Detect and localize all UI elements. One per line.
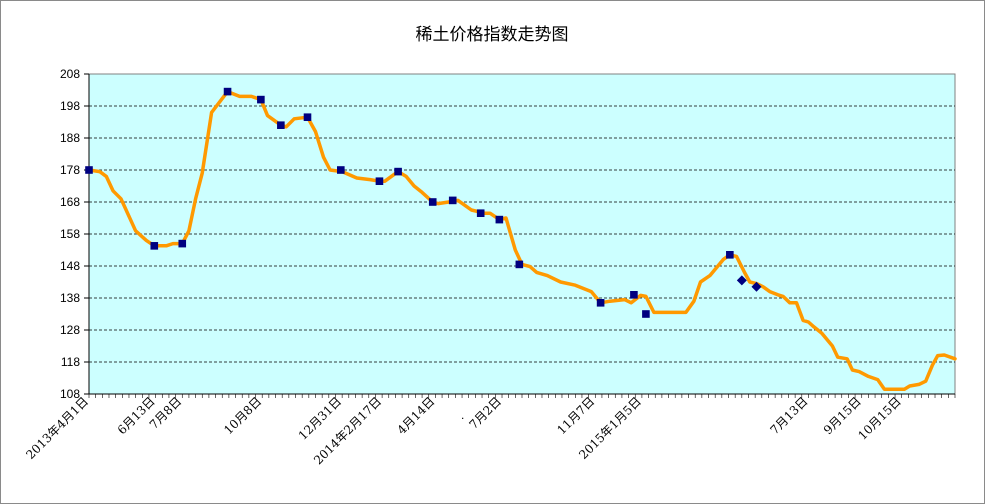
data-point-marker-15 [596, 299, 605, 307]
annotation-dot: . [461, 408, 464, 422]
data-point-marker-14 [515, 260, 524, 269]
data-point-marker-19 [736, 275, 747, 286]
y-tick-label-198: 198 [60, 99, 80, 113]
x-tick-label-8: 11月7日 [554, 394, 597, 437]
chart-title: 稀土价格指数走势图 [416, 25, 569, 45]
data-point-marker-10 [428, 198, 437, 206]
x-tick-label-0: 2013年4月1日 [23, 394, 91, 462]
y-tick-label-208: 208 [60, 67, 80, 81]
data-point-marker-6 [303, 113, 312, 121]
data-point-marker-16 [630, 291, 638, 299]
y-tick-label-148: 148 [60, 259, 80, 273]
data-point-marker-20 [751, 281, 762, 292]
data-point-marker-13 [495, 215, 504, 224]
data-point-marker-12 [476, 209, 485, 217]
data-point-marker-11 [448, 196, 457, 205]
data-point-marker-9 [394, 167, 402, 176]
data-point-marker-17 [642, 310, 650, 318]
y-tick-label-188: 188 [60, 131, 80, 145]
data-point-marker-2 [178, 239, 187, 248]
x-tick-label-1: 6月13日 [115, 394, 158, 437]
y-tick-label-108: 108 [60, 387, 80, 401]
data-point-marker-18 [726, 251, 734, 259]
x-tick-label-3: 10月8日 [221, 394, 264, 437]
y-tick-label-138: 138 [60, 291, 80, 305]
axes [84, 73, 956, 398]
x-tick-label-7: 7月2日 [466, 394, 504, 432]
series-line-0 [87, 89, 957, 391]
x-tick-label-6: 4月14日 [394, 394, 437, 437]
data-point-marker-8 [375, 177, 384, 185]
y-tick-label-168: 168 [60, 195, 80, 209]
y-tick-label-118: 118 [61, 355, 80, 369]
data-point-marker-5 [277, 121, 285, 129]
y-tick-label-158: 158 [60, 227, 80, 241]
y-tick-label-128: 128 [60, 323, 80, 337]
y-axis-tick-labels: 108 118 128 138 148 158 168 178 188 198 208 [60, 67, 80, 401]
series-layer [87, 89, 957, 391]
data-point-marker-7 [337, 166, 345, 174]
data-point-marker-4 [257, 95, 265, 104]
x-tick-label-12: 10月15日 [855, 394, 903, 442]
marker-layer [85, 87, 762, 318]
x-tick-label-10: 7月13日 [768, 394, 811, 437]
data-point-marker-1 [150, 242, 159, 250]
data-point-marker-3 [223, 87, 232, 96]
y-tick-label-178: 178 [60, 163, 80, 177]
data-point-marker-0 [85, 166, 93, 174]
